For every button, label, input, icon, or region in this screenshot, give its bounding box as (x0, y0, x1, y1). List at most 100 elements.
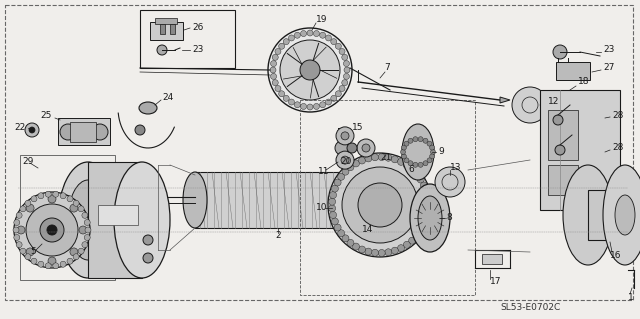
Circle shape (338, 230, 345, 237)
Ellipse shape (280, 40, 340, 100)
Circle shape (289, 99, 294, 105)
Circle shape (272, 54, 278, 60)
Circle shape (314, 103, 319, 109)
Circle shape (553, 115, 563, 125)
Circle shape (371, 249, 378, 256)
Ellipse shape (139, 102, 157, 114)
Circle shape (70, 248, 78, 256)
Polygon shape (500, 97, 510, 103)
Circle shape (78, 206, 84, 212)
Circle shape (271, 61, 276, 67)
Ellipse shape (603, 165, 640, 265)
Circle shape (422, 215, 429, 222)
Circle shape (424, 195, 431, 202)
Circle shape (418, 162, 423, 167)
Polygon shape (556, 62, 590, 80)
Circle shape (70, 204, 78, 212)
Circle shape (143, 253, 153, 263)
Circle shape (427, 141, 432, 146)
Circle shape (25, 200, 31, 206)
Text: 13: 13 (450, 164, 461, 173)
Circle shape (332, 185, 339, 192)
Circle shape (319, 102, 326, 108)
Circle shape (423, 138, 428, 143)
Circle shape (326, 35, 332, 41)
Circle shape (420, 182, 428, 189)
Circle shape (391, 156, 398, 163)
Circle shape (429, 154, 435, 159)
Circle shape (336, 127, 354, 145)
Circle shape (336, 151, 354, 169)
Text: 20: 20 (340, 158, 351, 167)
Circle shape (342, 54, 348, 60)
Circle shape (413, 171, 420, 178)
Ellipse shape (373, 178, 397, 222)
Bar (170, 24, 175, 34)
Circle shape (14, 219, 20, 226)
Text: 7: 7 (384, 63, 390, 72)
Text: 16: 16 (610, 251, 621, 261)
Circle shape (332, 218, 339, 225)
Circle shape (330, 191, 337, 198)
Bar (140, 10, 235, 68)
Circle shape (284, 95, 289, 101)
Circle shape (78, 248, 84, 254)
Circle shape (339, 48, 345, 55)
Circle shape (334, 224, 341, 231)
Polygon shape (195, 172, 360, 228)
Ellipse shape (363, 165, 407, 235)
Circle shape (371, 154, 378, 161)
Circle shape (365, 248, 372, 255)
Circle shape (347, 239, 354, 246)
Circle shape (358, 246, 365, 253)
Circle shape (289, 35, 294, 41)
Circle shape (344, 73, 349, 79)
Text: 21: 21 (380, 153, 392, 162)
Circle shape (20, 206, 26, 212)
Ellipse shape (435, 167, 465, 197)
Ellipse shape (346, 172, 374, 228)
Text: 5: 5 (30, 248, 36, 256)
Circle shape (429, 145, 435, 150)
Circle shape (84, 219, 90, 226)
Circle shape (422, 188, 429, 195)
Circle shape (378, 153, 385, 160)
Ellipse shape (402, 124, 434, 180)
Circle shape (417, 176, 424, 183)
Circle shape (45, 191, 51, 197)
Text: 15: 15 (352, 123, 364, 132)
Circle shape (338, 173, 345, 180)
Circle shape (307, 30, 313, 36)
Circle shape (67, 196, 73, 202)
Text: 28: 28 (612, 110, 623, 120)
Text: 25: 25 (40, 110, 51, 120)
Circle shape (79, 226, 87, 234)
Circle shape (31, 258, 37, 264)
Circle shape (307, 104, 313, 110)
Circle shape (17, 226, 25, 234)
Ellipse shape (512, 87, 548, 123)
Text: 22: 22 (14, 123, 25, 132)
Ellipse shape (114, 162, 170, 278)
Circle shape (423, 161, 428, 166)
Text: SL53-E0702C: SL53-E0702C (500, 303, 560, 313)
Text: 6: 6 (408, 166, 413, 174)
Circle shape (328, 198, 335, 205)
Circle shape (25, 123, 39, 137)
Circle shape (328, 205, 335, 212)
Bar (548, 165, 578, 195)
Circle shape (272, 80, 278, 86)
Ellipse shape (268, 28, 352, 112)
Text: 11: 11 (318, 167, 330, 176)
Circle shape (301, 31, 307, 37)
Ellipse shape (615, 195, 635, 235)
Circle shape (60, 193, 66, 199)
Circle shape (82, 242, 88, 248)
Circle shape (403, 241, 410, 248)
Text: 18: 18 (578, 78, 589, 86)
Circle shape (424, 202, 431, 209)
Circle shape (85, 227, 91, 233)
Circle shape (143, 235, 153, 245)
Circle shape (385, 249, 392, 256)
Circle shape (413, 162, 418, 167)
